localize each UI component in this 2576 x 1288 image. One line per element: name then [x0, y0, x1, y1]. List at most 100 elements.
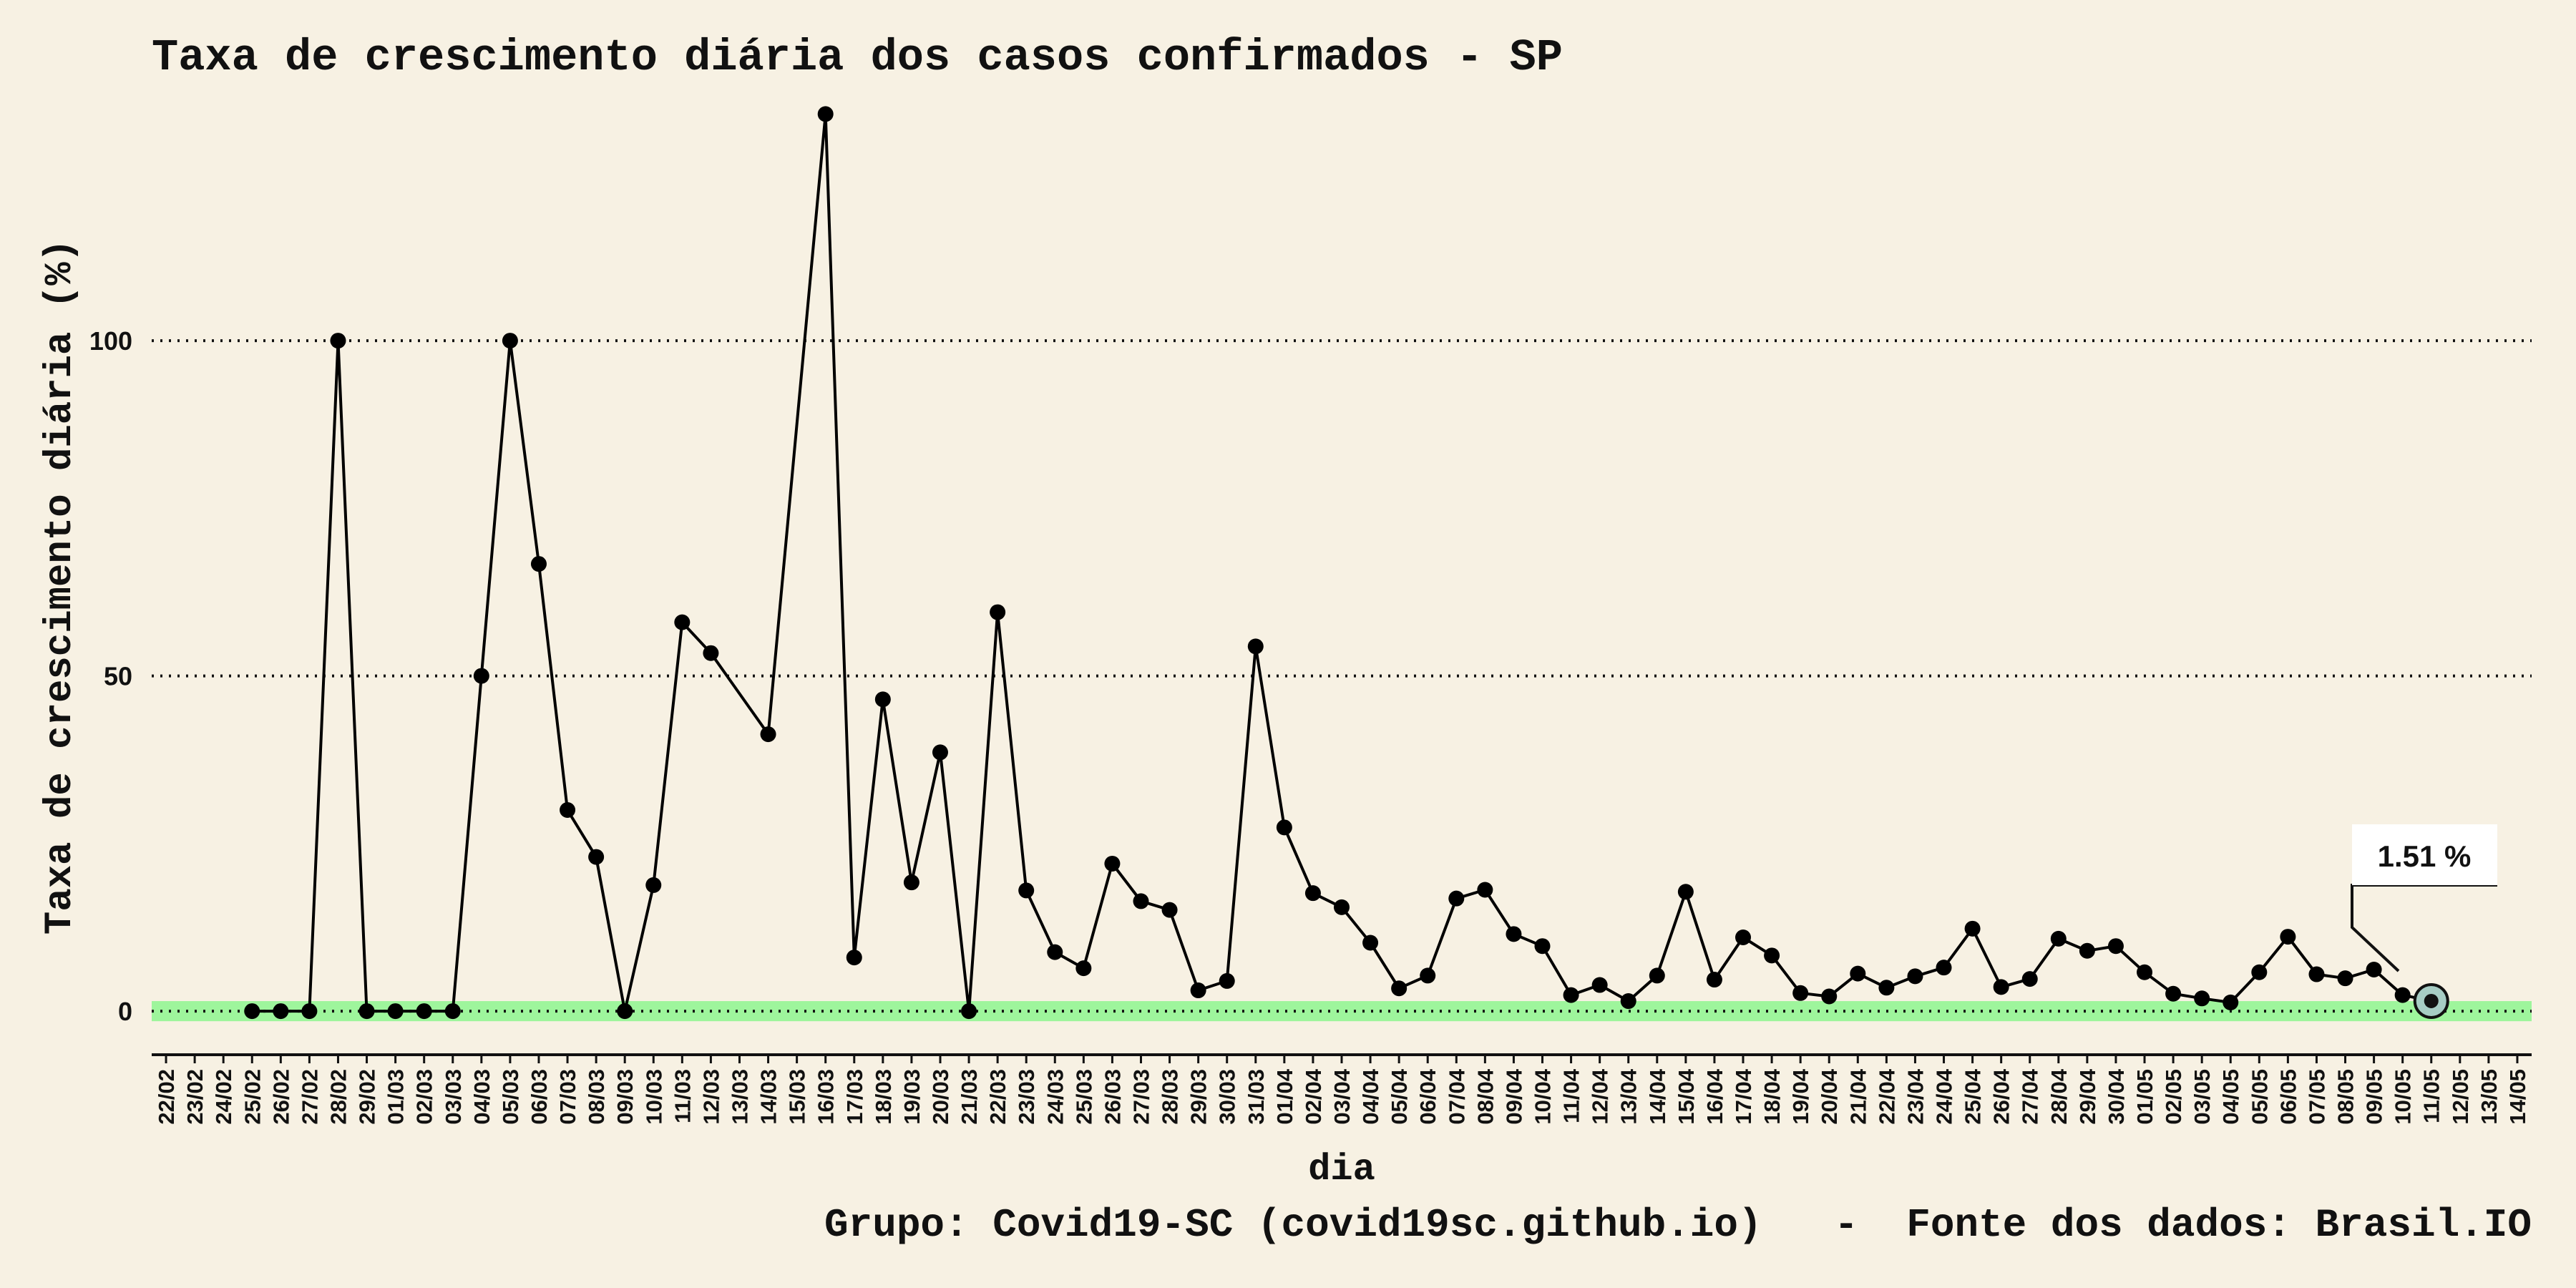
data-point: [502, 333, 518, 349]
callout-leader: [2351, 884, 2497, 972]
data-point: [874, 691, 891, 708]
x-tick-label: 14/03: [756, 1069, 781, 1125]
data-point: [1247, 638, 1264, 655]
x-tick-label: 30/04: [2104, 1068, 2129, 1124]
x-tick-label: 25/04: [1961, 1068, 1986, 1124]
data-point: [1936, 960, 1952, 976]
x-tick-label: 23/02: [182, 1069, 208, 1125]
data-point: [1534, 938, 1551, 955]
x-tick-label: 09/03: [613, 1069, 638, 1125]
x-tick-label: 07/05: [2304, 1069, 2329, 1125]
data-point: [2337, 970, 2353, 987]
x-tick-label: 29/02: [355, 1069, 380, 1125]
x-tick-label: 19/03: [899, 1069, 924, 1125]
data-point: [817, 106, 834, 122]
data-point: [1735, 930, 1752, 946]
data-point: [903, 874, 919, 891]
x-tick-label: 05/04: [1387, 1068, 1412, 1124]
y-tick-label: 100: [89, 326, 132, 356]
x-tick-label: 07/04: [1444, 1068, 1469, 1124]
x-tick-label: 18/03: [871, 1069, 896, 1125]
x-tick-label: 01/05: [2132, 1069, 2157, 1125]
series-layer: [244, 106, 2439, 1020]
data-point: [1563, 987, 1579, 1003]
data-point: [990, 604, 1006, 620]
x-tick-label: 23/04: [1903, 1068, 1928, 1124]
zero-band: [152, 1001, 2532, 1022]
x-tick-label: 27/03: [1128, 1069, 1153, 1125]
x-tick-label: 24/04: [1932, 1068, 1957, 1124]
x-tick-label: 21/03: [957, 1069, 982, 1125]
data-point: [1764, 947, 1780, 964]
data-point: [473, 668, 489, 684]
x-tick-label: 23/03: [1014, 1069, 1039, 1125]
x-tick-label: 28/02: [326, 1069, 351, 1125]
x-tick-label: 04/03: [469, 1069, 494, 1125]
x-tick-label: 12/03: [698, 1069, 723, 1125]
x-tick-label: 09/04: [1501, 1068, 1526, 1124]
highlight-point: [2424, 993, 2439, 1008]
data-point: [1047, 944, 1063, 960]
data-point: [703, 645, 719, 661]
source-caption: Grupo: Covid19-SC (covid19sc.github.io) …: [824, 1202, 2532, 1248]
x-tick-label: 05/05: [2247, 1069, 2272, 1125]
x-tick-label: 06/03: [527, 1069, 552, 1125]
data-point: [1161, 902, 1178, 918]
data-point: [932, 744, 948, 761]
x-tick-label: 17/04: [1731, 1068, 1756, 1124]
data-point: [1219, 972, 1235, 989]
x-tick-label: 11/04: [1559, 1068, 1584, 1123]
x-tick-label: 01/04: [1272, 1068, 1297, 1124]
x-tick-label: 03/04: [1330, 1068, 1355, 1124]
data-point: [530, 556, 547, 572]
data-point: [674, 614, 691, 630]
x-tick-label: 10/05: [2391, 1069, 2416, 1125]
x-tick-label: 02/05: [2161, 1069, 2186, 1125]
x-axis-label: dia: [1308, 1148, 1375, 1191]
x-tick-label: 24/02: [211, 1069, 236, 1125]
annotation-layer: 1.51 %: [2351, 824, 2497, 1019]
y-tick-label: 50: [104, 662, 132, 691]
x-tick-label: 08/05: [2333, 1069, 2358, 1125]
x-tick-label: 05/03: [498, 1069, 523, 1125]
x-tick-label: 02/04: [1301, 1068, 1326, 1124]
y-axis-label: Taxa de crescimento diária (%): [39, 239, 82, 935]
data-point: [1821, 988, 1838, 1005]
x-tick-label: 28/04: [2046, 1068, 2072, 1124]
data-point: [2251, 964, 2268, 980]
data-point: [588, 849, 605, 865]
data-point: [2165, 985, 2182, 1002]
data-point: [273, 1003, 289, 1020]
data-point: [1304, 885, 1321, 902]
data-point: [1878, 980, 1895, 996]
x-tick-label: 26/03: [1100, 1069, 1125, 1125]
data-point: [2366, 961, 2382, 977]
data-point: [1420, 967, 1436, 984]
data-point: [2107, 938, 2124, 955]
x-tick-label: 18/04: [1760, 1068, 1785, 1124]
data-point: [1477, 882, 1493, 898]
x-tick-label: 26/04: [1989, 1068, 2014, 1124]
x-tick-label: 22/04: [1874, 1068, 1899, 1124]
data-point: [1075, 960, 1092, 977]
data-point: [1448, 890, 1465, 907]
data-point: [1276, 819, 1292, 836]
data-point: [560, 801, 576, 818]
x-tick-label: 19/04: [1788, 1068, 1813, 1124]
data-point: [2223, 994, 2239, 1010]
x-tick-label: 17/03: [842, 1069, 867, 1125]
x-tick-label: 01/03: [384, 1069, 409, 1125]
data-point: [1649, 967, 1665, 984]
callout-label: 1.51 %: [2378, 839, 2472, 873]
grid-layer: [152, 339, 2532, 1022]
data-point: [1993, 979, 2009, 995]
data-point: [1190, 982, 1206, 999]
x-tick-label: 13/03: [727, 1069, 752, 1125]
data-point: [645, 877, 662, 893]
x-tick-label: 29/04: [2075, 1068, 2100, 1124]
data-point: [244, 1003, 260, 1020]
x-tick-label: 25/03: [1071, 1069, 1096, 1125]
data-point: [2308, 966, 2325, 982]
